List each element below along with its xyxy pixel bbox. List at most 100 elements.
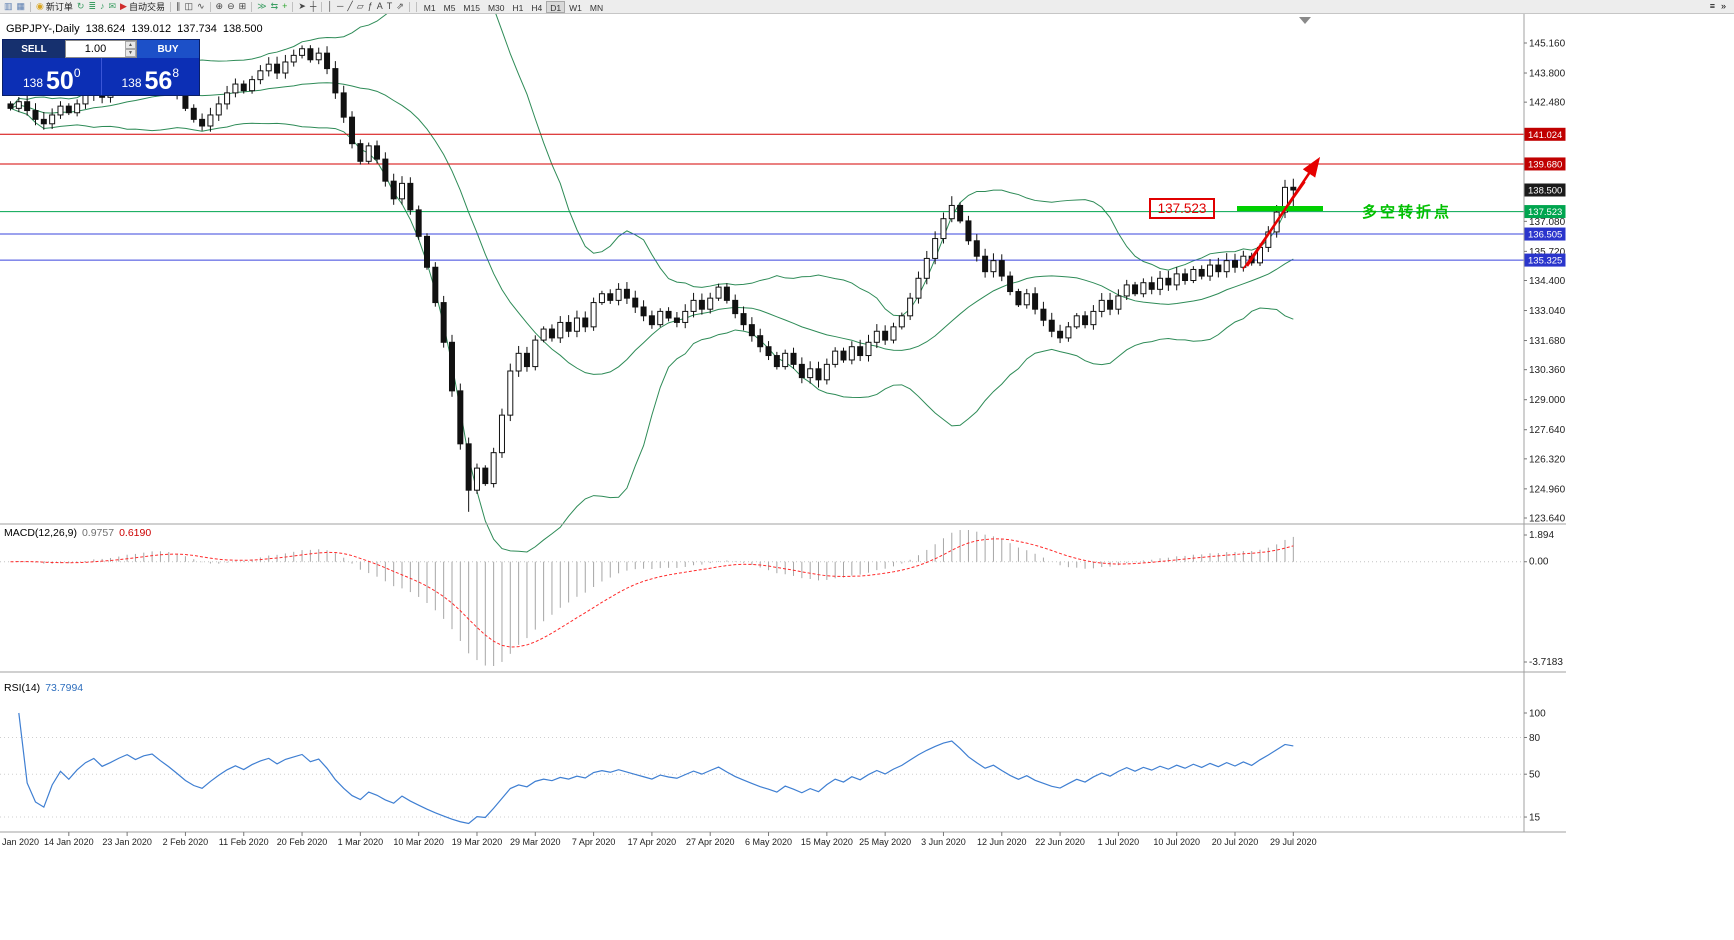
crosshair-button[interactable]: ┼ [308, 0, 318, 13]
timeframe-d1-button[interactable]: D1 [546, 0, 566, 13]
candle-body [473, 467, 480, 491]
candle-body [598, 293, 605, 304]
timeframe-m15-button[interactable]: M15 [459, 1, 484, 13]
fibonacci-tool-button[interactable]: ƒ [366, 0, 375, 13]
news-button[interactable]: ✉ [107, 0, 119, 13]
candle-body [332, 68, 339, 94]
date-label[interactable]: 17 Apr 2020 [628, 837, 677, 847]
trend-arrow[interactable] [1245, 156, 1321, 267]
price-axis-label: 123.640 [1529, 514, 1566, 525]
candle-body [299, 48, 306, 56]
alerts-button[interactable]: ♪ [98, 0, 107, 13]
date-label[interactable]: 15 May 2020 [801, 837, 853, 847]
bid-price[interactable]: 138 50 0 [3, 58, 102, 95]
sell-button[interactable]: SELL [3, 40, 65, 58]
macd-signal-value: 0.6190 [119, 527, 152, 539]
vertical-line-tool-button[interactable]: │ [325, 0, 335, 13]
bid-pip: 0 [73, 66, 81, 80]
candle-body [973, 240, 980, 257]
date-label[interactable]: 25 May 2020 [859, 837, 911, 847]
candle-body [1098, 299, 1105, 312]
chart-shift-button[interactable]: ⇆ [269, 0, 281, 13]
candle-body [249, 79, 256, 92]
new-order-button[interactable]: ◉ 新订单 [34, 0, 75, 13]
candle-body [282, 61, 289, 74]
candlestick-mode-button[interactable]: ◫ [182, 0, 195, 13]
auto-trading-button[interactable]: ▶ 自动交易 [118, 0, 167, 13]
indicators-add-button[interactable]: + [280, 0, 289, 13]
candle-body [32, 110, 39, 120]
auto-scroll-button[interactable]: ≫ [255, 0, 268, 13]
chart-cycle-button[interactable]: ↻ [75, 0, 87, 13]
date-label[interactable]: 11 Feb 2020 [219, 837, 269, 847]
date-label[interactable]: 20 Jul 2020 [1212, 837, 1259, 847]
timeframe-m1-button[interactable]: M1 [420, 1, 440, 13]
date-label[interactable]: 10 Jul 2020 [1153, 837, 1200, 847]
date-label[interactable]: 6 May 2020 [745, 837, 792, 847]
timeframe-m30-button[interactable]: M30 [484, 1, 509, 13]
timeframe-h1-button[interactable]: H1 [509, 1, 528, 13]
date-label[interactable]: 1 Jul 2020 [1098, 837, 1140, 847]
zoom-out-button[interactable]: ⊖ [225, 0, 237, 13]
cursor-button[interactable]: ➤ [296, 0, 308, 13]
tile-windows-button[interactable]: ⊞ [237, 0, 249, 13]
chart-canvas[interactable]: 145.160 143.800 142.480 137.080 135.720 134.4… [0, 14, 1566, 856]
date-label[interactable]: Jan 2020 [2, 837, 39, 847]
chart-cycle-icon: ↻ [76, 1, 85, 11]
date-label[interactable]: 20 Feb 2020 [277, 837, 328, 847]
date-label[interactable]: 10 Mar 2020 [393, 837, 444, 847]
zoom-in-button[interactable]: ⊕ [214, 0, 226, 13]
toolbar-more-button[interactable]: » [1719, 0, 1728, 13]
buy-button[interactable]: BUY [137, 40, 199, 58]
turning-point-level-bar[interactable] [1237, 206, 1323, 211]
horizontal-line-tool-button[interactable]: ─ [335, 0, 345, 13]
timeframe-mn-button[interactable]: MN [586, 1, 607, 13]
text-tool-button[interactable]: A [375, 0, 385, 13]
price-axis-label: 131.680 [1529, 336, 1566, 347]
date-label[interactable]: 22 Jun 2020 [1035, 837, 1085, 847]
timeframe-w1-button[interactable]: W1 [565, 1, 586, 13]
date-label[interactable]: 19 Mar 2020 [452, 837, 503, 847]
channel-tool-button[interactable]: ▱ [355, 0, 366, 13]
date-label[interactable]: 27 Apr 2020 [686, 837, 735, 847]
candle-body [865, 341, 872, 357]
date-label[interactable]: 3 Jun 2020 [921, 837, 966, 847]
date-label[interactable]: 12 Jun 2020 [977, 837, 1027, 847]
chart-profiles-button[interactable]: ▦ [15, 0, 28, 13]
price-tag-label: 137.523 [1528, 207, 1562, 218]
new-chart-button[interactable]: ▥ [2, 0, 15, 13]
timeframe-h4-button[interactable]: H4 [527, 1, 546, 13]
auto-trading-label: 自动交易 [128, 2, 165, 12]
date-label[interactable]: 29 Jul 2020 [1270, 837, 1317, 847]
candle-body [1148, 282, 1155, 290]
volume-down-icon[interactable]: ▼ [125, 49, 136, 57]
candle-body [982, 255, 989, 273]
level-price-callout[interactable]: 137.523 [1149, 198, 1215, 219]
trendline-tool-button[interactable]: ╱ [345, 0, 354, 13]
line-chart-mode-button[interactable]: ∿ [195, 0, 207, 13]
date-label[interactable]: 7 Apr 2020 [572, 837, 616, 847]
date-label[interactable]: 23 Jan 2020 [102, 837, 152, 847]
timeframe-m5-button[interactable]: M5 [440, 1, 460, 13]
volume-up-icon[interactable]: ▲ [125, 41, 136, 49]
arrows-tool-button[interactable]: ⇗ [394, 0, 406, 13]
candle-body [640, 306, 647, 317]
candle-body [740, 313, 747, 326]
candle-body [465, 443, 472, 491]
label-tool-button[interactable]: T [385, 0, 395, 13]
toolbar-customize-button[interactable]: ≡ [1708, 0, 1717, 13]
bar-chart-mode-button[interactable]: ∥ [174, 0, 183, 13]
candle-body [840, 350, 847, 361]
depth-of-market-button[interactable]: ≣ [86, 0, 98, 13]
ask-price[interactable]: 138 56 8 [102, 58, 200, 95]
date-label[interactable]: 14 Jan 2020 [44, 837, 94, 847]
candle-body [1140, 282, 1147, 295]
toolbar-separator [169, 1, 171, 12]
date-label[interactable]: 1 Mar 2020 [338, 837, 384, 847]
chart-shift-marker[interactable] [1299, 17, 1311, 24]
date-label[interactable]: 29 Mar 2020 [510, 837, 561, 847]
candle-body [823, 363, 830, 381]
volume-input[interactable] [66, 41, 126, 57]
date-label[interactable]: 2 Feb 2020 [163, 837, 209, 847]
turning-point-note[interactable]: 多空转折点 [1362, 204, 1453, 221]
